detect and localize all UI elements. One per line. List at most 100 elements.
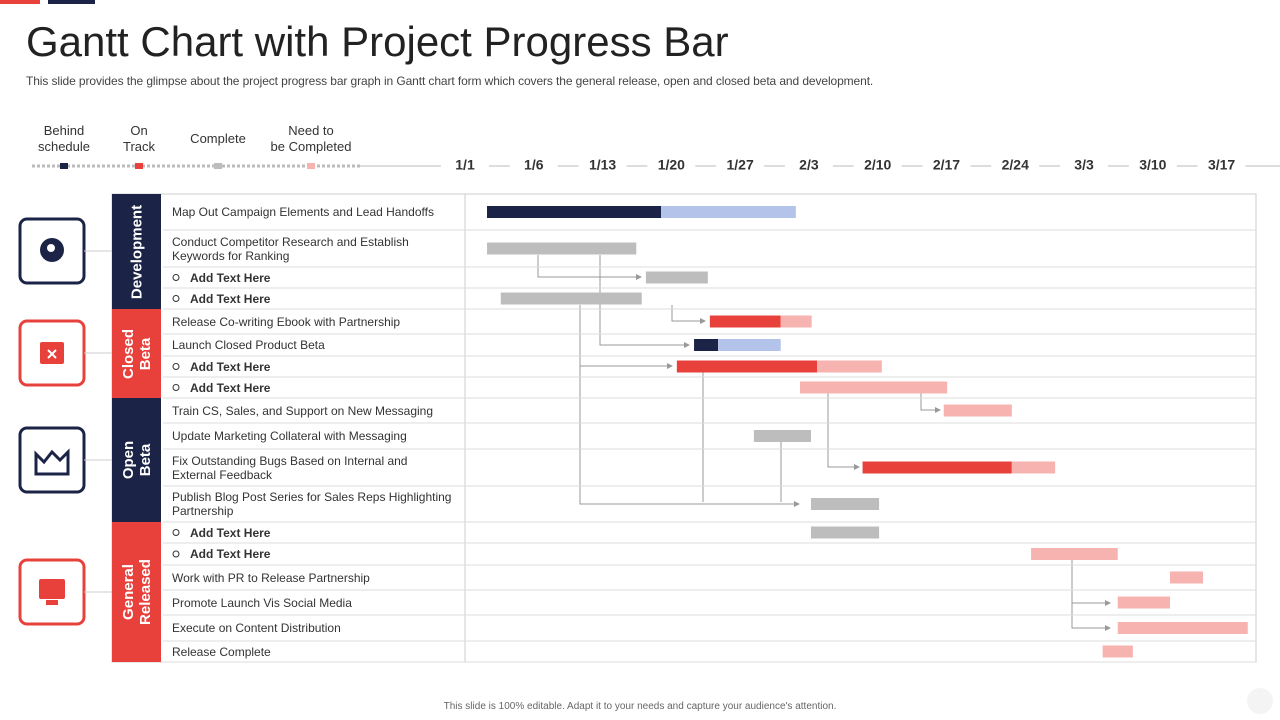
bullet bbox=[172, 363, 180, 370]
bar-segment bbox=[862, 461, 1012, 474]
tick-backdrop bbox=[784, 156, 833, 176]
x-tick-label: 2/17 bbox=[933, 157, 960, 173]
icons bbox=[18, 217, 113, 626]
x-tick-label: 1/6 bbox=[524, 157, 544, 173]
dependency bbox=[671, 305, 706, 324]
task-name: Add Text Here bbox=[190, 359, 271, 374]
task-name: Add Text Here bbox=[190, 380, 271, 395]
bullet bbox=[172, 274, 180, 281]
bar-segment bbox=[753, 430, 811, 442]
bar-segment bbox=[1102, 645, 1133, 658]
group-band bbox=[112, 522, 161, 662]
icon bbox=[34, 448, 70, 476]
icon-box bbox=[18, 426, 86, 494]
dependency bbox=[827, 393, 860, 470]
group-label: Closed Beta bbox=[120, 328, 154, 379]
icon bbox=[47, 349, 57, 359]
legend-label: Need to be Completed bbox=[270, 123, 352, 154]
task-name: Launch Closed Product Beta bbox=[172, 338, 325, 352]
task-name: Conduct Competitor Research and Establis… bbox=[172, 234, 409, 263]
corner-accent bbox=[0, 0, 40, 4]
task-name: Train CS, Sales, and Support on New Mess… bbox=[172, 403, 434, 418]
dependency bbox=[537, 255, 642, 280]
dependency bbox=[579, 305, 800, 507]
group-band bbox=[112, 398, 161, 522]
task-name: Update Marketing Collateral with Messagi… bbox=[172, 429, 407, 443]
bar-segment bbox=[709, 315, 781, 328]
bar-segment bbox=[810, 498, 880, 510]
x-tick-label: 1/13 bbox=[589, 157, 616, 173]
icon bbox=[47, 244, 55, 252]
footer: This slide is 100% editable. Adapt it to… bbox=[443, 701, 837, 712]
x-tick-label: 2/24 bbox=[1002, 157, 1029, 173]
dependency-links bbox=[537, 255, 1111, 631]
task-name: Execute on Content Distribution bbox=[172, 621, 341, 635]
task-name: Promote Launch Vis Social Media bbox=[172, 595, 352, 610]
bar-segment bbox=[1117, 596, 1171, 609]
bar-segment bbox=[810, 526, 880, 539]
table-border bbox=[111, 193, 1257, 663]
legend-label: Complete bbox=[190, 131, 246, 146]
task-name: Add Text Here bbox=[190, 270, 271, 285]
dependency bbox=[599, 255, 690, 348]
bar-segment bbox=[1117, 622, 1248, 634]
corner-accent bbox=[48, 0, 95, 4]
task-name: Release Co-writing Ebook with Partnershi… bbox=[172, 314, 401, 329]
x-tick-label: 3/10 bbox=[1139, 157, 1166, 173]
subtitle: This slide provides the glimpse about th… bbox=[26, 74, 874, 88]
bar-segment bbox=[718, 339, 781, 351]
legend-swatch bbox=[135, 163, 143, 169]
task-name: Fix Outstanding Bugs Based on Internal a… bbox=[172, 453, 408, 482]
group-band bbox=[112, 194, 161, 309]
bar-segment bbox=[780, 315, 812, 328]
bar-segment bbox=[661, 206, 796, 218]
tick-backdrop bbox=[991, 156, 1040, 176]
tick-backdrop bbox=[509, 156, 558, 176]
group-label: Open Beta bbox=[120, 440, 154, 480]
x-tick-label: 1/20 bbox=[658, 157, 685, 173]
tick-backdrop bbox=[1197, 156, 1246, 176]
legend-label: On Track bbox=[122, 123, 156, 154]
x-tick-label: 1/1 bbox=[455, 157, 475, 173]
x-tick-label: 3/17 bbox=[1208, 157, 1235, 173]
bar-segment bbox=[487, 206, 662, 218]
title: Gantt Chart with Project Progress Bar bbox=[26, 18, 729, 65]
task-name: Add Text Here bbox=[190, 525, 271, 540]
task-name: Add Text Here bbox=[190, 547, 271, 561]
legend-swatch bbox=[214, 163, 222, 169]
tick-backdrop bbox=[441, 156, 489, 176]
bar-segment bbox=[943, 404, 1012, 417]
task-name: Map Out Campaign Elements and Lead Hando… bbox=[172, 205, 434, 219]
group-label: Development bbox=[128, 204, 146, 299]
x-tick-label: 2/10 bbox=[864, 157, 891, 173]
bar-segment bbox=[676, 360, 818, 373]
x-tick-label: 3/3 bbox=[1074, 157, 1094, 173]
legend-swatch bbox=[60, 163, 68, 169]
legend-label: Behind schedule bbox=[37, 123, 91, 154]
tick-backdrop bbox=[647, 156, 696, 176]
task-name: Add Text Here bbox=[190, 291, 271, 306]
bar-segment bbox=[645, 271, 708, 284]
tick-backdrop bbox=[1128, 156, 1177, 176]
legend-swatch bbox=[307, 163, 315, 169]
group-label: General Released bbox=[120, 559, 154, 625]
bar-segment bbox=[1031, 548, 1118, 560]
x-tick-label: 2/3 bbox=[799, 157, 819, 173]
bullet bbox=[172, 384, 180, 391]
bullet bbox=[172, 295, 180, 302]
icon bbox=[39, 579, 65, 599]
task-name: Publish Blog Post Series for Sales Reps … bbox=[172, 490, 452, 518]
tick-backdrop bbox=[1060, 156, 1109, 176]
dependency bbox=[920, 393, 941, 413]
icon bbox=[46, 600, 58, 605]
task-name: Release Complete bbox=[172, 644, 271, 659]
tick-backdrop bbox=[853, 156, 902, 176]
bar-segment bbox=[487, 242, 637, 255]
bar-segment bbox=[1011, 461, 1056, 474]
x-tick-label: 1/27 bbox=[727, 157, 754, 173]
bullet bbox=[172, 529, 180, 536]
group-band bbox=[112, 309, 161, 398]
tick-backdrop bbox=[922, 156, 971, 176]
